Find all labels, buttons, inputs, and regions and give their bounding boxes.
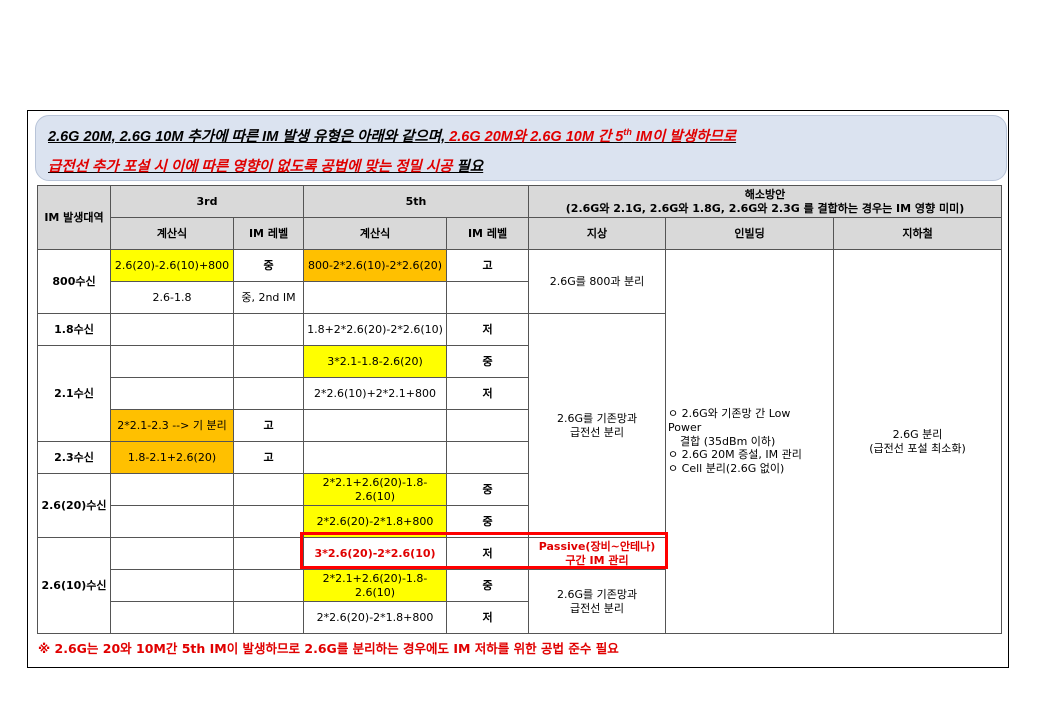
ground-existing-2-line-2: 급전선 분리 bbox=[569, 601, 625, 615]
row4-3rd-level bbox=[232, 377, 305, 410]
inbuilding-line-1: ㅇ 2.6G와 기존망 간 Low bbox=[668, 407, 791, 421]
row2-5th-level: 저 bbox=[446, 313, 530, 346]
header-5th-formula: 계산식 bbox=[303, 217, 448, 250]
row3-3rd-level bbox=[232, 345, 305, 378]
row10-5th-formula: 2*2.1+2.6(20)-1.8-2.6(10) bbox=[303, 569, 448, 602]
inbuilding-line-3: 결합 (35dBm 이하) bbox=[680, 434, 776, 448]
row8-3rd-level bbox=[232, 505, 305, 538]
row5-3rd-level: 고 bbox=[232, 409, 305, 442]
subway-line-2: (급전선 포설 최소화) bbox=[869, 441, 966, 455]
row11-5th-level: 저 bbox=[446, 601, 530, 634]
ground-passive-line-2: 구간 IM 관리 bbox=[565, 553, 629, 567]
ground-existing-separate-2: 2.6G를 기존망과 급전선 분리 bbox=[528, 569, 667, 634]
header-subway: 지하철 bbox=[833, 217, 1003, 250]
inbuilding-solution: ㅇ 2.6G와 기존망 간 Low Power 결합 (35dBm 이하) ㅇ … bbox=[665, 249, 835, 634]
header-5th-level: IM 레벨 bbox=[446, 217, 530, 250]
banner-line-2: 급전선 추가 포설 시 이에 따른 영향이 없도록 공법에 맞는 정밀 시공 필… bbox=[48, 155, 483, 176]
header-3rd-level: IM 레벨 bbox=[232, 217, 305, 250]
row4-5th-level: 저 bbox=[446, 377, 530, 410]
band-2-3: 2.3수신 bbox=[37, 441, 111, 474]
im-table: IM 발생대역 3rd 5th 해소방안 (2.6G와 2.1G, 2.6G와 1… bbox=[37, 185, 1003, 634]
band-2-6-20: 2.6(20)수신 bbox=[37, 473, 111, 538]
band-2-6-10: 2.6(10)수신 bbox=[37, 537, 111, 634]
row2-5th-formula: 1.8+2*2.6(20)-2*2.6(10) bbox=[303, 313, 448, 346]
row9-3rd-level bbox=[232, 537, 305, 570]
row9-3rd-formula bbox=[110, 537, 234, 570]
band-800: 800수신 bbox=[37, 249, 111, 314]
header-3rd-formula: 계산식 bbox=[110, 217, 234, 250]
row0-3rd-formula: 2.6(20)-2.6(10)+800 bbox=[110, 249, 234, 282]
row10-5th-level: 중 bbox=[446, 569, 530, 602]
inbuilding-line-5: ㅇ Cell 분리(2.6G 없이) bbox=[668, 462, 785, 476]
row1-3rd-formula: 2.6-1.8 bbox=[110, 281, 234, 314]
ground-passive: Passive(장비~안테나) 구간 IM 관리 bbox=[528, 537, 667, 570]
row6-3rd-level: 고 bbox=[232, 441, 305, 474]
header-inbuilding: 인빌딩 bbox=[665, 217, 835, 250]
row4-5th-formula: 2*2.6(10)+2*2.1+800 bbox=[303, 377, 448, 410]
header-3rd: 3rd bbox=[109, 185, 305, 218]
header-solution: 해소방안 (2.6G와 2.1G, 2.6G와 1.8G, 2.6G와 2.3G … bbox=[528, 185, 1003, 218]
row7-5th-formula: 2*2.1+2.6(20)-1.8-2.6(10) bbox=[303, 473, 448, 506]
row3-3rd-formula bbox=[110, 345, 234, 378]
row0-5th-level: 고 bbox=[446, 249, 530, 282]
row1-5th-formula bbox=[303, 281, 448, 314]
row8-5th-formula: 2*2.6(20)-2*1.8+800 bbox=[303, 505, 448, 538]
row1-5th-level bbox=[446, 281, 530, 314]
header-5th: 5th bbox=[303, 185, 530, 218]
ground-existing-separate: 2.6G를 기존망과 급전선 분리 bbox=[528, 313, 667, 538]
ground-passive-line-1: Passive(장비~안테나) bbox=[538, 539, 656, 553]
ground-existing-2-line-1: 2.6G를 기존망과 bbox=[556, 587, 638, 601]
row6-5th-level bbox=[446, 441, 530, 474]
banner-line-1-black: 2.6G 20M, 2.6G 10M 추가에 따른 IM 발생 유형은 아래와 … bbox=[48, 129, 450, 145]
row5-5th-level bbox=[446, 409, 530, 442]
row4-3rd-formula bbox=[110, 377, 234, 410]
row11-3rd-formula bbox=[110, 601, 234, 634]
banner-line-2-black: 필요 bbox=[452, 159, 484, 175]
ground-existing-line-1: 2.6G를 기존망과 bbox=[556, 411, 638, 425]
row5-3rd-formula: 2*2.1-2.3 --> 기 분리 bbox=[110, 409, 234, 442]
summary-banner bbox=[35, 115, 1007, 181]
row2-3rd-formula bbox=[110, 313, 234, 346]
ground-existing-line-2: 급전선 분리 bbox=[569, 425, 625, 439]
banner-line-1: 2.6G 20M, 2.6G 10M 추가에 따른 IM 발생 유형은 아래와 … bbox=[48, 125, 736, 146]
row10-3rd-formula bbox=[110, 569, 234, 602]
row9-5th-level: 저 bbox=[446, 537, 530, 570]
band-1-8: 1.8수신 bbox=[37, 313, 111, 346]
banner-line-1-red-tail: IM이 발생하므로 bbox=[631, 129, 737, 145]
footnote: ※ 2.6G는 20와 10M간 5th IM이 발생하므로 2.6G를 분리하… bbox=[38, 641, 619, 656]
ground-800: 2.6G를 800과 분리 bbox=[528, 249, 667, 314]
header-band: IM 발생대역 bbox=[37, 185, 111, 250]
content-frame bbox=[27, 110, 1009, 668]
row8-5th-level: 중 bbox=[446, 505, 530, 538]
row11-5th-formula: 2*2.6(20)-2*1.8+800 bbox=[303, 601, 448, 634]
row5-5th-formula bbox=[303, 409, 448, 442]
row3-5th-formula: 3*2.1-1.8-2.6(20) bbox=[303, 345, 448, 378]
row3-5th-level: 중 bbox=[446, 345, 530, 378]
subway-solution: 2.6G 분리 (급전선 포설 최소화) bbox=[833, 249, 1003, 634]
row9-5th-formula: 3*2.6(20)-2*2.6(10) bbox=[303, 537, 448, 570]
row0-3rd-level: 중 bbox=[232, 249, 305, 282]
inbuilding-line-2: Power bbox=[668, 420, 702, 434]
row2-3rd-level bbox=[232, 313, 305, 346]
row10-3rd-level bbox=[232, 569, 305, 602]
row0-5th-formula: 800-2*2.6(10)-2*2.6(20) bbox=[303, 249, 448, 282]
header-solution-title: 해소방안 bbox=[744, 187, 786, 201]
banner-line-1-red: 2.6G 20M와 2.6G 10M 간 5 bbox=[449, 129, 624, 145]
subway-line-1: 2.6G 분리 bbox=[892, 427, 943, 441]
row7-3rd-formula bbox=[110, 473, 234, 506]
row7-5th-level: 중 bbox=[446, 473, 530, 506]
row6-3rd-formula: 1.8-2.1+2.6(20) bbox=[110, 441, 234, 474]
row8-3rd-formula bbox=[110, 505, 234, 538]
header-solution-note: (2.6G와 2.1G, 2.6G와 1.8G, 2.6G와 2.3G 를 결합… bbox=[565, 201, 965, 215]
inbuilding-line-4: ㅇ 2.6G 20M 증설, IM 관리 bbox=[668, 448, 802, 462]
row11-3rd-level bbox=[232, 601, 305, 634]
banner-line-2-red: 급전선 추가 포설 시 이에 따른 영향이 없도록 공법에 맞는 정밀 시공 bbox=[48, 159, 453, 175]
row7-3rd-level bbox=[232, 473, 305, 506]
band-2-1: 2.1수신 bbox=[37, 345, 111, 442]
row1-3rd-level: 중, 2nd IM bbox=[232, 281, 305, 314]
row6-5th-formula bbox=[303, 441, 448, 474]
banner-line-1-sup: th bbox=[623, 127, 632, 138]
header-ground: 지상 bbox=[528, 217, 667, 250]
